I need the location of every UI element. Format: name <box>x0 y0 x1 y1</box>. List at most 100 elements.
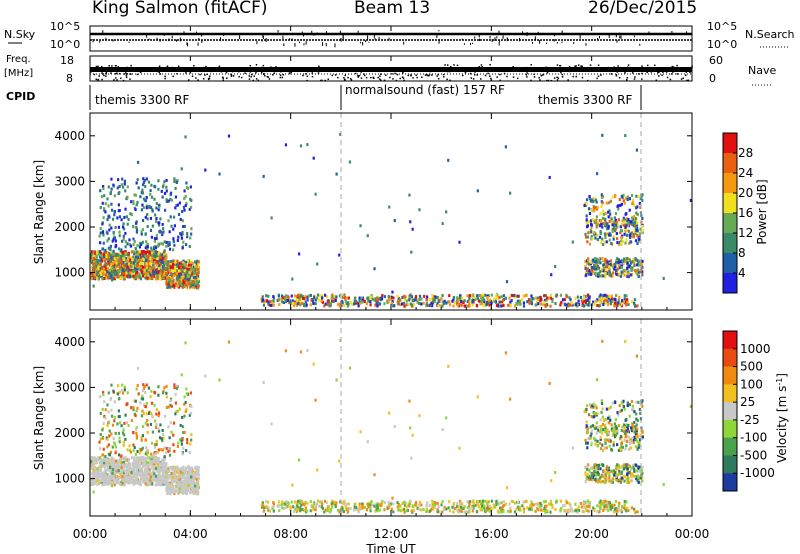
range-gate-cell <box>150 454 153 458</box>
range-gate-cell <box>628 197 631 201</box>
range-gate-cell <box>623 201 626 205</box>
range-gate-cell <box>156 244 160 248</box>
range-gate-cell <box>163 180 166 184</box>
range-gate-cell <box>635 223 638 227</box>
range-gate-cell <box>376 296 379 300</box>
freq-sample <box>279 70 282 73</box>
range-gate-cell <box>600 195 604 199</box>
range-gate-cell <box>599 212 602 216</box>
range-gate-cell <box>441 304 444 308</box>
range-gate-cell <box>307 294 310 298</box>
range-gate-cell <box>162 479 165 483</box>
range-gate-cell <box>349 300 352 304</box>
range-gate-cell <box>140 242 143 246</box>
nsky-trace <box>90 30 692 48</box>
range-gate-cell <box>186 267 189 271</box>
freq-sample <box>197 79 199 81</box>
range-gate-cell <box>635 194 638 198</box>
range-gate-cell <box>530 302 534 306</box>
range-gate-cell <box>196 483 199 487</box>
range-gate-cell <box>189 475 193 479</box>
range-gate-cell <box>327 299 330 303</box>
range-gate-cell <box>144 199 148 203</box>
range-gate-cell <box>149 269 153 273</box>
range-gate-cell <box>437 298 440 302</box>
range-gate-cell <box>616 225 619 229</box>
range-gate-cell <box>162 476 165 480</box>
range-gate-cell <box>152 464 156 468</box>
freq-sample <box>176 68 179 70</box>
range-gate-cell <box>156 466 159 470</box>
range-gate-cell <box>182 469 185 473</box>
range-gate-cell <box>592 196 595 200</box>
nsky-sample <box>608 34 610 39</box>
freq-sample <box>110 72 112 74</box>
range-gate-cell <box>102 256 105 260</box>
range-gate-cell <box>157 266 161 270</box>
range-gate-cell <box>106 197 109 201</box>
range-gate-cell <box>585 273 588 277</box>
range-gate-cell <box>197 279 200 283</box>
freq-sample <box>546 79 548 82</box>
range-gate-cell <box>528 301 532 305</box>
range-gate-cell <box>98 269 101 273</box>
range-gate-cell <box>193 268 197 272</box>
range-gate-cell <box>373 298 376 302</box>
range-gate-cell <box>197 485 200 489</box>
nsky-sample <box>201 32 203 37</box>
freq-sample <box>279 74 282 76</box>
range-gate-cell <box>102 422 105 426</box>
range-gate-cell <box>92 475 96 479</box>
freq-sample <box>370 76 372 79</box>
range-gate-cell <box>122 428 125 432</box>
range-gate-cell <box>121 276 124 280</box>
range-gate-cell <box>149 478 152 482</box>
range-gate-cell <box>157 385 160 389</box>
freq-sample <box>204 74 206 76</box>
range-gate-cell <box>146 460 149 464</box>
freq-sample <box>105 71 108 74</box>
range-gate-cell <box>161 185 165 189</box>
range-gate-cell <box>619 260 622 264</box>
range-gate-cell <box>509 191 512 195</box>
range-gate-cell <box>93 264 96 268</box>
freq-label-line1: Freq. <box>6 54 31 65</box>
range-gate-cell <box>595 172 599 176</box>
range-gate-cell <box>172 237 175 241</box>
range-gate-cell <box>627 229 630 233</box>
range-gate-cell <box>162 230 165 234</box>
freq-sample <box>427 74 429 77</box>
range-gate-cell <box>545 298 548 302</box>
range-gate-cell <box>630 193 634 197</box>
range-gate-cell <box>406 303 409 307</box>
range-gate-cell <box>114 239 117 243</box>
range-gate-cell <box>189 470 192 474</box>
range-gate-cell <box>607 215 610 219</box>
range-gate-cell <box>135 481 138 485</box>
range-gate-cell <box>121 475 124 479</box>
range-gate-cell <box>115 467 118 471</box>
range-gate-cell <box>544 298 547 302</box>
range-gate-cell <box>280 294 284 298</box>
range-gate-cell <box>102 458 106 462</box>
range-gate-cell <box>192 491 195 495</box>
range-gate-cell <box>601 237 604 241</box>
range-gate-cell <box>418 298 421 302</box>
range-gate-cell <box>588 268 591 272</box>
range-gate-cell <box>130 213 133 217</box>
freq-sample <box>283 68 286 70</box>
range-gate-cell <box>132 464 135 468</box>
nsky-sample <box>322 42 324 46</box>
freq-sample <box>581 65 584 68</box>
freq-sample <box>672 71 674 73</box>
range-gate-cell <box>604 236 607 240</box>
nsky-sample <box>537 31 539 35</box>
range-gate-cell <box>345 296 348 300</box>
range-gate-cell <box>594 198 597 202</box>
range-gate-cell <box>111 471 114 475</box>
range-gate-cell <box>91 462 94 466</box>
range-gate-cell <box>145 401 148 405</box>
range-gate-cell <box>188 271 191 275</box>
range-gate-cell <box>137 459 140 463</box>
freq-sample <box>129 73 132 75</box>
